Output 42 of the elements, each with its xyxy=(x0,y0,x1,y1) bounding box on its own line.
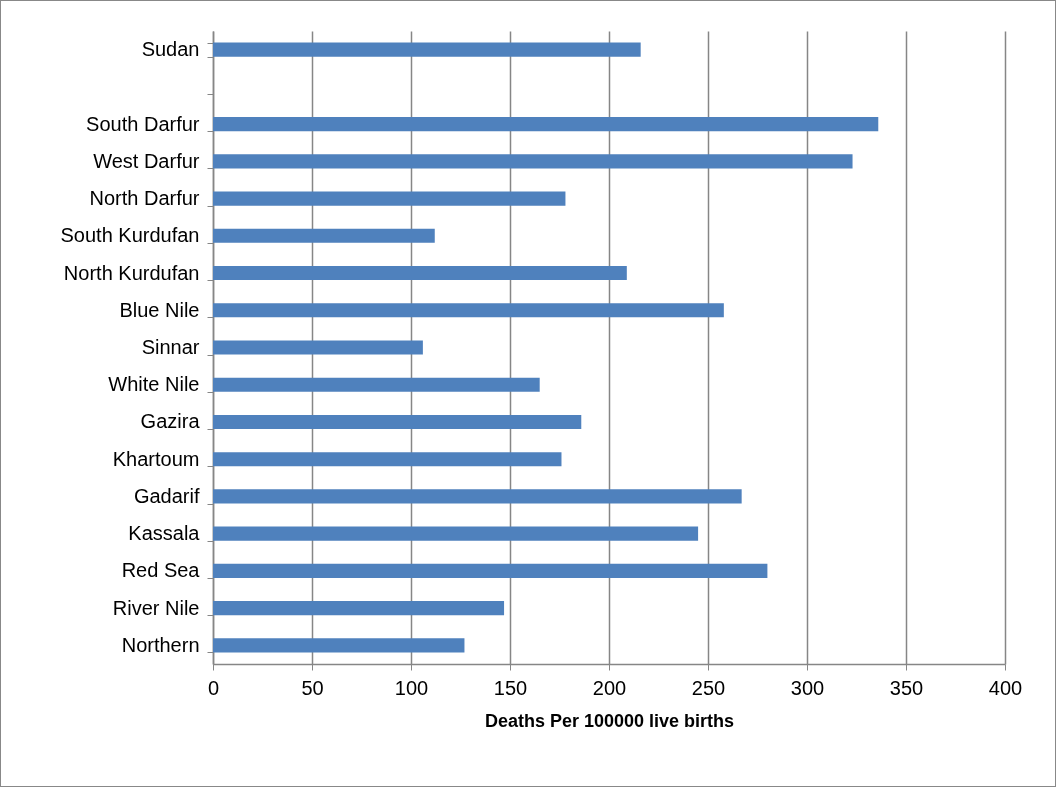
y-tick-label: Khartoum xyxy=(112,447,200,470)
y-tick-label: South Darfur xyxy=(86,112,200,135)
x-tick-label: 200 xyxy=(592,676,627,699)
y-tick-label: Northern xyxy=(121,633,200,656)
bar xyxy=(213,414,582,430)
bar xyxy=(213,42,641,57)
bar xyxy=(213,117,879,132)
y-tick-label: South Kurdufan xyxy=(60,224,200,247)
y-tick-label: North Darfur xyxy=(89,187,200,210)
bar xyxy=(213,377,540,392)
bar xyxy=(213,638,465,653)
y-tick-label: River Nile xyxy=(112,596,200,619)
bar xyxy=(213,601,505,616)
bar xyxy=(213,340,423,355)
bar xyxy=(213,452,562,467)
x-tick-label: 50 xyxy=(301,676,324,699)
x-tick-label: 250 xyxy=(691,676,726,699)
y-tick-label: Blue Nile xyxy=(119,298,200,321)
bar xyxy=(213,303,724,318)
bar xyxy=(213,563,768,578)
y-tick-label: Kassala xyxy=(128,522,201,545)
y-tick-label: Gadarif xyxy=(133,484,200,507)
x-tick-label: 100 xyxy=(394,676,429,699)
bar xyxy=(213,191,566,206)
bar xyxy=(213,228,435,243)
x-tick-label: 0 xyxy=(207,676,220,699)
x-tick-label: 150 xyxy=(493,676,528,699)
y-tick-label: Sudan xyxy=(141,38,200,61)
bar xyxy=(213,154,853,169)
y-tick-label: Gazira xyxy=(140,410,201,433)
y-tick-label: Sinnar xyxy=(141,336,200,358)
bar xyxy=(213,265,627,281)
y-tick-label: North Kurdufan xyxy=(63,261,200,284)
bar xyxy=(213,489,742,504)
x-tick-label: 400 xyxy=(988,676,1023,699)
bar xyxy=(213,526,699,541)
x-tick-label: 350 xyxy=(889,676,924,699)
y-tick-label: White Nile xyxy=(108,373,200,396)
x-tick-label: 300 xyxy=(790,676,825,699)
x-axis-title: Deaths Per 100000 live births xyxy=(484,710,735,731)
y-tick-label: West Darfur xyxy=(93,149,200,172)
y-tick-label: Red Sea xyxy=(121,559,201,582)
